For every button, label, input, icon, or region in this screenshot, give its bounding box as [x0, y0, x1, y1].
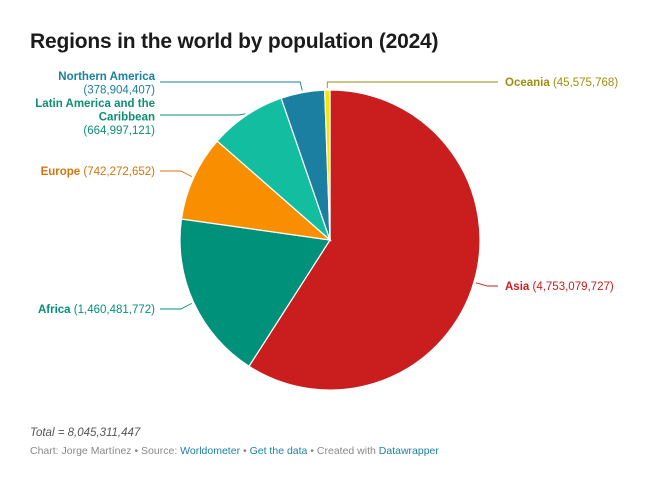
- chart-title: Regions in the world by population (2024…: [30, 30, 439, 53]
- pie-slice-africa: [179, 218, 332, 368]
- leader-line: [160, 302, 193, 310]
- footer-sep: •: [240, 445, 250, 457]
- slice-label: Latin America and the Caribbean (664,997,1…: [35, 98, 155, 137]
- footer-created: • Created with: [307, 445, 379, 457]
- footer-credit: Chart: Jorge Martínez • Source:: [30, 445, 181, 457]
- leader-line: [475, 282, 498, 287]
- slice-label: Africa (1,460,481,772): [38, 304, 155, 316]
- slice-label: Oceania (45,575,768): [505, 77, 618, 89]
- leader-line: [160, 81, 303, 91]
- pie-slice-oceania: [324, 89, 331, 241]
- pie-slice-europe: [180, 140, 332, 241]
- source-link[interactable]: Worldometer: [180, 445, 241, 457]
- leader-line: [160, 170, 193, 178]
- slice-label: Europe (742,272,652): [41, 166, 156, 178]
- slice-label: Asia (4,753,079,727): [505, 281, 614, 293]
- pie-slice-asia: [248, 89, 481, 391]
- total-note: Total = 8,045,311,447: [30, 427, 141, 439]
- get-data-link[interactable]: Get the data: [249, 445, 308, 457]
- datawrapper-link[interactable]: Datawrapper: [378, 445, 439, 457]
- slice-label: Northern America (378,904,407): [58, 71, 155, 97]
- chart-footer: Chart: Jorge Martínez • Source: Worldome…: [30, 445, 439, 457]
- leader-line: [160, 113, 246, 116]
- leader-line: [326, 81, 498, 88]
